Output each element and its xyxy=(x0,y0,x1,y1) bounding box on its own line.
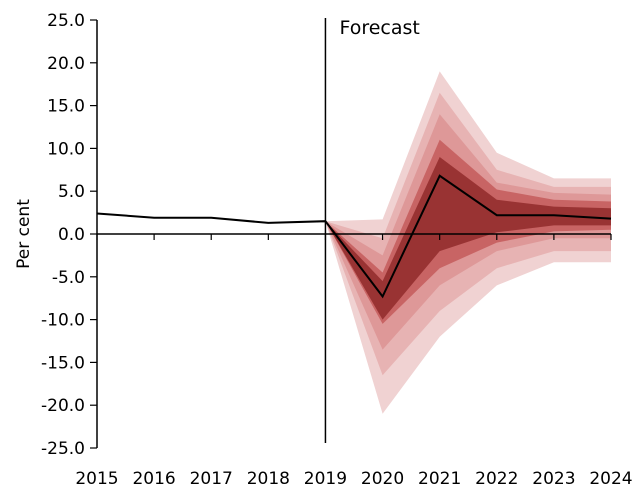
y-tick-label: -25.0 xyxy=(41,439,85,459)
axes xyxy=(90,18,612,449)
y-tick-label: 20.0 xyxy=(47,54,85,74)
y-tick-label: 5.0 xyxy=(58,182,85,202)
y-tick-label: 10.0 xyxy=(47,139,85,159)
central-projection xyxy=(96,174,612,299)
y-axis-title: Per cent xyxy=(14,199,34,269)
x-tick-label: 2022 xyxy=(475,469,518,489)
y-tick-label: -10.0 xyxy=(41,311,85,331)
x-tick-label: 2017 xyxy=(190,469,233,489)
x-tick-label: 2016 xyxy=(132,469,175,489)
central-projection-line xyxy=(96,174,612,299)
y-tick-label: -5.0 xyxy=(52,268,85,288)
forecast-label: Forecast xyxy=(339,17,419,39)
x-tick-label: 2024 xyxy=(589,469,632,489)
x-tick-label: 2018 xyxy=(247,469,290,489)
fan-bands xyxy=(325,71,611,414)
x-tick-label: 2021 xyxy=(418,469,461,489)
y-tick-label: 0.0 xyxy=(58,225,85,245)
x-tick-label: 2020 xyxy=(361,469,404,489)
y-tick-label: 15.0 xyxy=(47,97,85,117)
y-tick-label: -15.0 xyxy=(41,353,85,373)
y-tick-label: -20.0 xyxy=(41,396,85,416)
fan-band-5 xyxy=(325,157,611,320)
x-tick-label: 2023 xyxy=(532,469,575,489)
y-tick-label: 25.0 xyxy=(47,11,85,31)
x-tick-label: 2019 xyxy=(304,469,347,489)
x-tick-label: 2015 xyxy=(75,469,118,489)
labels: 25.0 20.0 15.0 10.0 5.0 0.0 -5.0 -10.0 -15.0 -20.… xyxy=(14,11,633,489)
